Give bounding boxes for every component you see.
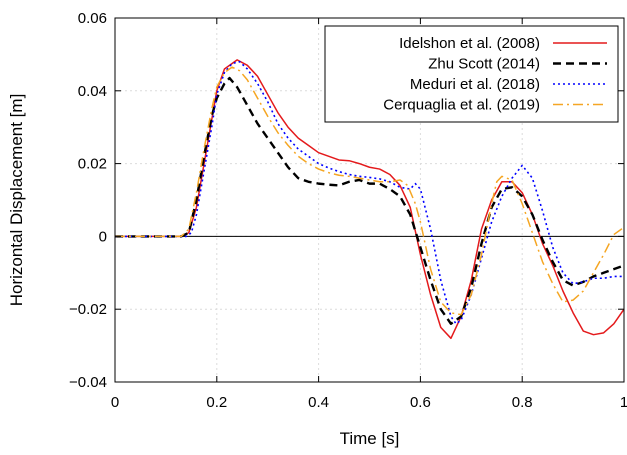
x-tick-label: 0 <box>111 394 119 411</box>
x-tick-label: 1 <box>620 394 627 411</box>
plot-frame <box>114 17 625 383</box>
series-layer <box>115 59 625 340</box>
axis-ticks: 0 0.2 0.4 0.6 0.8 1 −0.04 −0.02 0 0.02 0.04 0.06 <box>69 10 627 411</box>
series-line-3 <box>115 60 624 325</box>
y-tick-label: 0.02 <box>78 156 107 173</box>
legend-box <box>324 25 619 123</box>
y-tick-label: 0 <box>99 228 107 245</box>
legend-label: Zhu Scott (2014) <box>428 56 540 73</box>
series-line-4 <box>115 66 625 316</box>
legend-label: Cerquaglia et al. (2019) <box>383 97 540 114</box>
series-line-2 <box>115 76 625 325</box>
x-tick-label: 0.4 <box>308 394 329 411</box>
y-tick-label: −0.04 <box>69 374 107 391</box>
x-axis-label: Time [s] <box>340 429 400 448</box>
y-axis-label: Horizontal Displacement [m] <box>7 94 26 307</box>
y-tick-label: −0.02 <box>69 301 107 318</box>
x-tick-label: 0.2 <box>206 394 227 411</box>
y-tick-label: 0.06 <box>78 10 107 27</box>
x-tick-label: 0.6 <box>410 394 431 411</box>
legend: Idelshon et al. (2008) Zhu Scott (2014) Me… <box>324 25 619 123</box>
x-tick-label: 0.8 <box>512 394 533 411</box>
legend-label: Meduri et al. (2018) <box>410 76 540 93</box>
legend-label: Idelshon et al. (2008) <box>399 35 540 52</box>
y-tick-label: 0.04 <box>78 83 107 100</box>
